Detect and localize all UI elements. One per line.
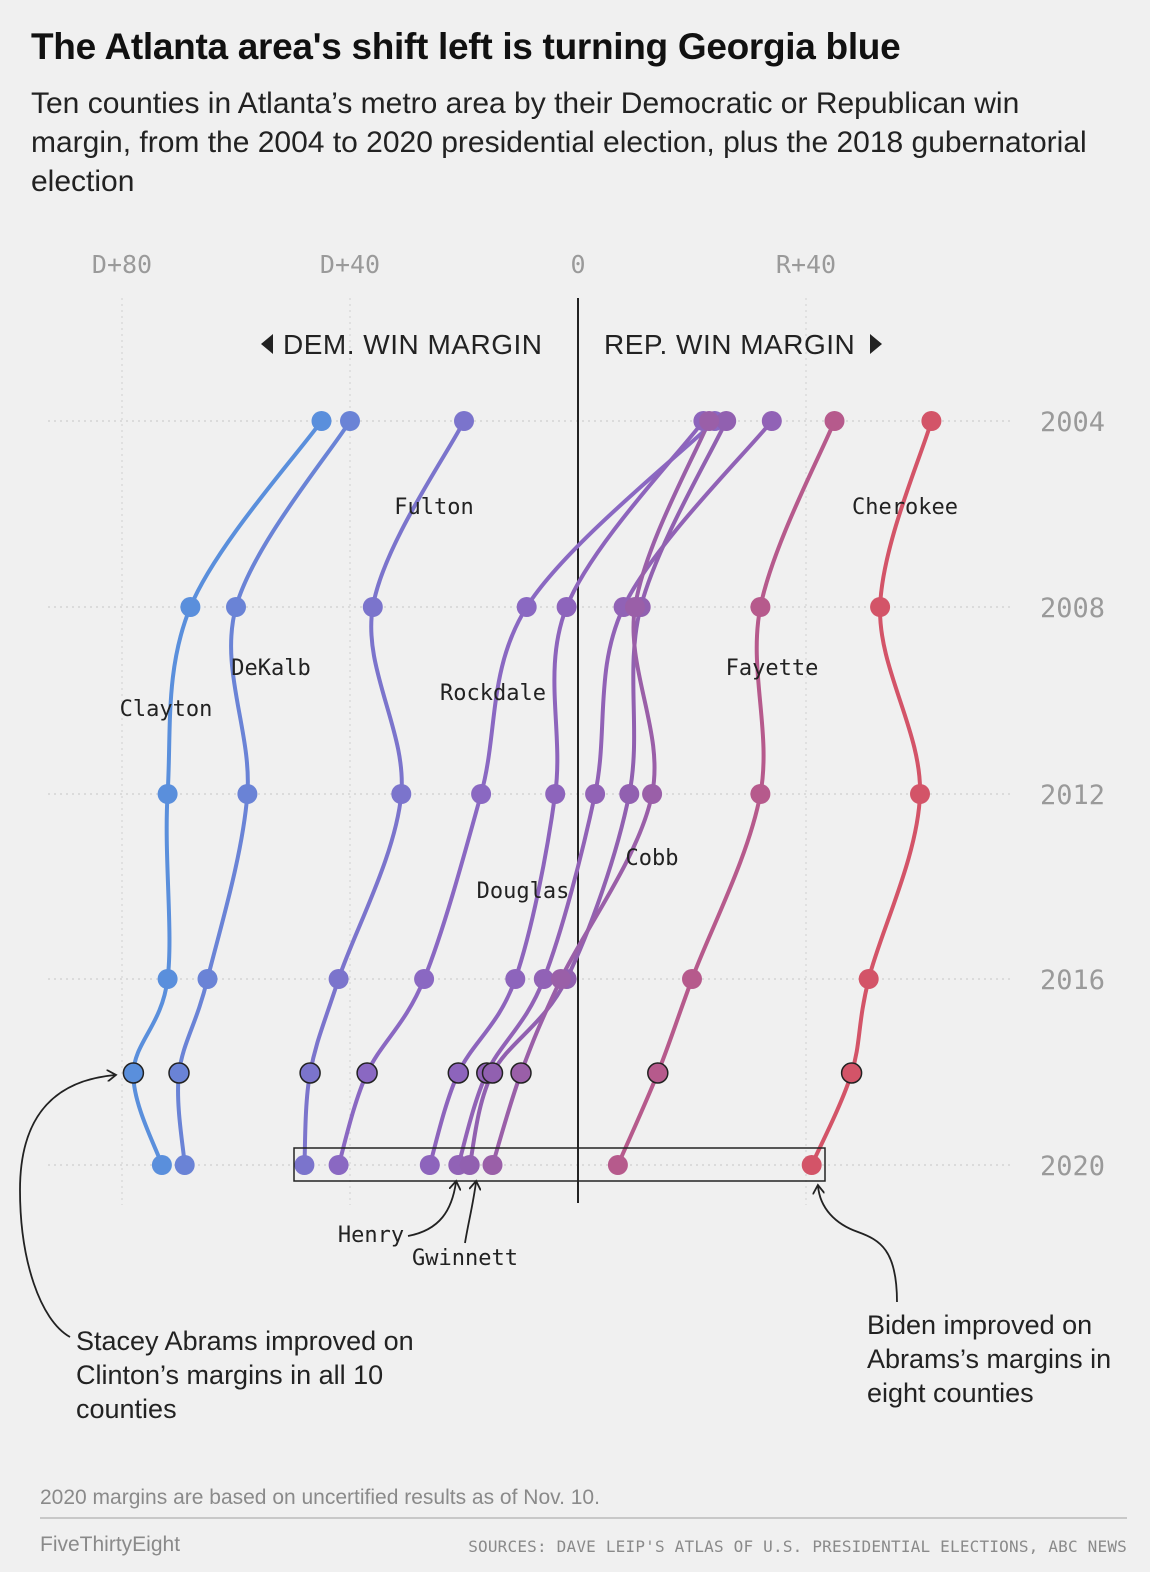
series-points (122, 411, 942, 1175)
year-label-2020: 2020 (1040, 1151, 1105, 1182)
point-cobb-2004 (699, 411, 720, 431)
footnote: 2020 margins are based on uncertified re… (40, 1486, 600, 1509)
series-label-rockdale: Rockdale (440, 681, 546, 706)
chart-area: D+80 D+40 0 R+40 2004 2008 2012 2016 2020 DEM. … (19, 250, 1105, 1338)
point-douglas-2020 (419, 1155, 440, 1175)
point-gwinnett-2018 (481, 1062, 504, 1084)
point-rockdale-2018 (356, 1062, 378, 1084)
point-henry-2004 (761, 411, 782, 431)
point-dekalb-2018 (168, 1062, 190, 1084)
point-rockdale-2008 (516, 597, 537, 617)
point-cobb-2008 (625, 597, 645, 617)
point-fulton-2018 (299, 1062, 321, 1084)
point-douglas-2018 (447, 1062, 470, 1084)
brand-label: FiveThirtyEight (40, 1533, 181, 1556)
point-clayton-2012 (157, 784, 178, 804)
point-clayton-2004 (311, 411, 332, 431)
series-label-cobb: Cobb (626, 846, 679, 871)
point-cherokee-2008 (870, 597, 891, 617)
rep-margin-label: REP. WIN MARGIN (604, 329, 855, 360)
point-gwinnett-2004 (716, 411, 737, 431)
abrams-annotation-arrow (19, 1075, 115, 1338)
point-rockdale-2020 (328, 1155, 349, 1175)
series-label-fulton: Fulton (394, 495, 473, 520)
year-label-2008: 2008 (1040, 593, 1105, 624)
point-cherokee-2020 (801, 1155, 822, 1175)
series-label-clayton: Clayton (120, 697, 213, 722)
point-fayette-2020 (607, 1155, 628, 1175)
point-cobb-2020 (482, 1155, 503, 1175)
series-line-dekalb (176, 419, 352, 1167)
series-label-gwinnett: Gwinnett (412, 1246, 518, 1271)
biden-annotation-arrow (818, 1186, 898, 1303)
year-label-2016: 2016 (1040, 965, 1105, 996)
point-gwinnett-2020 (459, 1155, 480, 1175)
point-henry-2012 (585, 784, 606, 804)
point-douglas-2016 (505, 969, 526, 989)
chart-subtitle: Ten counties in Atlanta’s metro area by … (31, 87, 1087, 198)
series-label-dekalb: DeKalb (231, 656, 310, 681)
sources-label: SOURCES: DAVE LEIP'S ATLAS OF U.S. PRESI… (468, 1537, 1127, 1556)
point-clayton-2016 (157, 969, 178, 989)
footer-divider (40, 1517, 1127, 1519)
chart-title: The Atlanta area's shift left is turning… (31, 26, 901, 67)
point-fayette-2012 (750, 784, 771, 804)
point-clayton-2020 (151, 1155, 172, 1175)
point-cobb-2012 (642, 784, 663, 804)
point-cherokee-2018 (840, 1062, 863, 1084)
point-cobb-2018 (510, 1062, 532, 1084)
x-tick-d-80: D+80 (92, 250, 152, 279)
series-label-henry: Henry (338, 1223, 404, 1248)
abrams-annotation: Stacey Abrams improved on Clinton’s marg… (76, 1326, 414, 1424)
point-fayette-2004 (824, 411, 845, 431)
point-douglas-2012 (545, 784, 566, 804)
point-henry-2016 (533, 969, 554, 989)
point-fulton-2020 (294, 1155, 315, 1175)
x-tick-d-40: D+40 (320, 250, 380, 279)
year-axis-labels: 2004 2008 2012 2016 2020 (1040, 407, 1105, 1182)
year-label-2012: 2012 (1040, 780, 1105, 811)
point-fayette-2016 (682, 969, 702, 989)
series-line-fulton (302, 419, 466, 1167)
point-fulton-2016 (328, 969, 349, 989)
biden-annotation: Biden improved on Abrams’s margins in ei… (867, 1310, 1112, 1408)
point-cherokee-2016 (858, 969, 879, 989)
year-label-2004: 2004 (1040, 407, 1105, 438)
point-douglas-2008 (556, 597, 577, 617)
point-dekalb-2012 (237, 784, 258, 804)
gwinnett-leader-arrow (464, 1182, 476, 1244)
point-clayton-2008 (180, 597, 201, 617)
point-rockdale-2016 (414, 969, 435, 989)
rep-arrow-icon (870, 334, 882, 354)
series-label-fayette: Fayette (726, 656, 819, 681)
point-clayton-2018 (122, 1062, 145, 1084)
point-dekalb-2008 (226, 597, 246, 617)
point-fulton-2004 (454, 411, 474, 431)
point-rockdale-2012 (471, 784, 492, 804)
x-tick-0: 0 (570, 250, 585, 279)
dem-margin-label: DEM. WIN MARGIN (283, 329, 543, 360)
highlight-box-2020 (293, 1147, 826, 1182)
point-cherokee-2012 (910, 784, 930, 804)
point-fayette-2018 (647, 1062, 669, 1084)
point-gwinnett-2012 (619, 784, 640, 804)
series-label-douglas: Douglas (477, 879, 570, 904)
dem-arrow-icon (261, 334, 273, 354)
henry-leader-arrow (407, 1182, 456, 1237)
point-dekalb-2020 (174, 1155, 195, 1175)
point-cherokee-2004 (921, 411, 942, 431)
x-axis-ticks: D+80 D+40 0 R+40 (92, 250, 836, 279)
x-tick-r-40: R+40 (776, 250, 836, 279)
point-fayette-2008 (750, 597, 771, 617)
point-dekalb-2016 (197, 969, 218, 989)
series-line-douglas (427, 419, 706, 1167)
point-dekalb-2004 (340, 411, 360, 431)
point-fulton-2012 (391, 784, 412, 804)
point-fulton-2008 (362, 597, 383, 617)
point-cobb-2016 (550, 969, 571, 989)
series-label-cherokee: Cherokee (852, 495, 958, 520)
